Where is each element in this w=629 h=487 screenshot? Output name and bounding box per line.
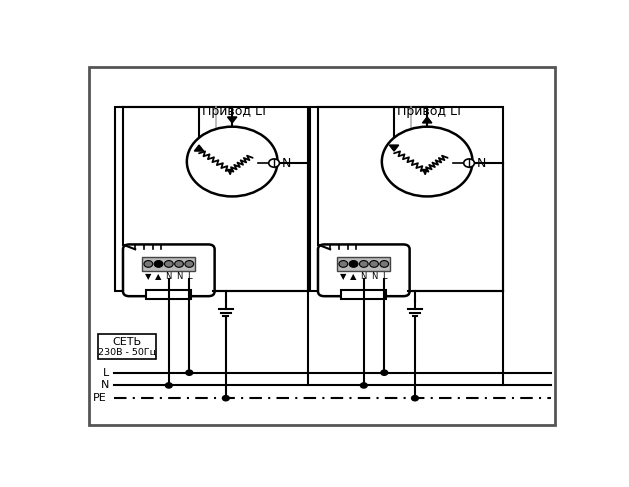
- Polygon shape: [423, 117, 432, 123]
- Circle shape: [186, 370, 192, 375]
- Text: PE: PE: [93, 393, 107, 403]
- Text: ▼: ▼: [340, 272, 347, 281]
- FancyBboxPatch shape: [147, 290, 191, 299]
- Circle shape: [185, 261, 194, 267]
- Bar: [114, 107, 308, 291]
- Circle shape: [464, 159, 474, 167]
- Circle shape: [359, 261, 368, 267]
- Polygon shape: [228, 117, 237, 123]
- Circle shape: [144, 261, 153, 267]
- Text: L: L: [382, 272, 387, 281]
- Circle shape: [339, 261, 348, 267]
- Text: Привод LT: Привод LT: [202, 105, 267, 118]
- Circle shape: [187, 127, 277, 196]
- Text: N: N: [176, 272, 182, 281]
- Circle shape: [380, 261, 389, 267]
- FancyBboxPatch shape: [89, 67, 555, 425]
- Text: N: N: [165, 272, 172, 281]
- Polygon shape: [194, 145, 204, 151]
- Text: N: N: [477, 156, 486, 169]
- Text: N: N: [282, 156, 291, 169]
- Circle shape: [223, 395, 229, 401]
- Circle shape: [175, 261, 184, 267]
- Text: L: L: [187, 272, 192, 281]
- Text: L: L: [103, 368, 109, 378]
- Circle shape: [411, 395, 418, 401]
- FancyBboxPatch shape: [342, 290, 386, 299]
- Circle shape: [360, 383, 367, 388]
- FancyBboxPatch shape: [123, 244, 214, 296]
- Circle shape: [165, 383, 172, 388]
- Circle shape: [382, 127, 472, 196]
- Bar: [309, 107, 503, 291]
- Circle shape: [154, 261, 163, 267]
- Circle shape: [381, 370, 387, 375]
- Text: N: N: [360, 272, 367, 281]
- FancyBboxPatch shape: [338, 257, 390, 271]
- Circle shape: [164, 261, 173, 267]
- Text: N: N: [371, 272, 377, 281]
- Text: Привод LT: Привод LT: [397, 105, 462, 118]
- Text: 230В - 50Гц: 230В - 50Гц: [98, 348, 156, 357]
- FancyBboxPatch shape: [318, 244, 409, 296]
- Circle shape: [269, 159, 279, 167]
- Text: СЕТЬ: СЕТЬ: [113, 337, 142, 347]
- Text: ▼: ▼: [145, 272, 152, 281]
- Circle shape: [349, 261, 358, 267]
- Text: ▲: ▲: [155, 272, 162, 281]
- Polygon shape: [389, 145, 399, 151]
- Text: N: N: [101, 380, 109, 391]
- Circle shape: [370, 261, 379, 267]
- Text: ▲: ▲: [350, 272, 357, 281]
- FancyBboxPatch shape: [143, 257, 195, 271]
- FancyBboxPatch shape: [98, 334, 155, 359]
